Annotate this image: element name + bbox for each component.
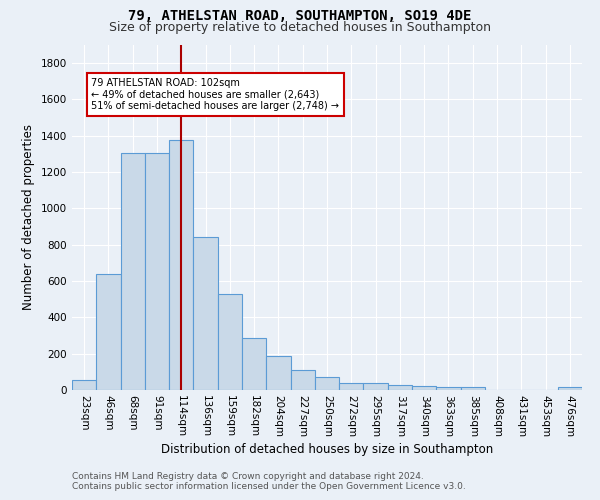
Bar [193,236,218,390]
Text: Contains HM Land Registry data © Crown copyright and database right 2024.: Contains HM Land Registry data © Crown c… [72,472,424,481]
Text: Size of property relative to detached houses in Southampton: Size of property relative to detached ho… [109,21,491,34]
Bar [412,386,436,390]
Bar [339,383,364,390]
Bar [364,383,388,390]
Text: 79, ATHELSTAN ROAD, SOUTHAMPTON, SO19 4DE: 79, ATHELSTAN ROAD, SOUTHAMPTON, SO19 4D… [128,9,472,23]
Y-axis label: Number of detached properties: Number of detached properties [22,124,35,310]
X-axis label: Distribution of detached houses by size in Southampton: Distribution of detached houses by size … [161,442,493,456]
Text: 79 ATHELSTAN ROAD: 102sqm
← 49% of detached houses are smaller (2,643)
51% of se: 79 ATHELSTAN ROAD: 102sqm ← 49% of detac… [91,78,340,111]
Bar [169,140,193,390]
Bar [266,356,290,390]
Bar [145,153,169,390]
Bar [461,388,485,390]
Bar [315,378,339,390]
Bar [218,294,242,390]
Bar [388,386,412,390]
Bar [96,274,121,390]
Bar [558,388,582,390]
Text: Contains public sector information licensed under the Open Government Licence v3: Contains public sector information licen… [72,482,466,491]
Bar [436,388,461,390]
Bar [121,153,145,390]
Bar [242,338,266,390]
Bar [72,380,96,390]
Bar [290,370,315,390]
